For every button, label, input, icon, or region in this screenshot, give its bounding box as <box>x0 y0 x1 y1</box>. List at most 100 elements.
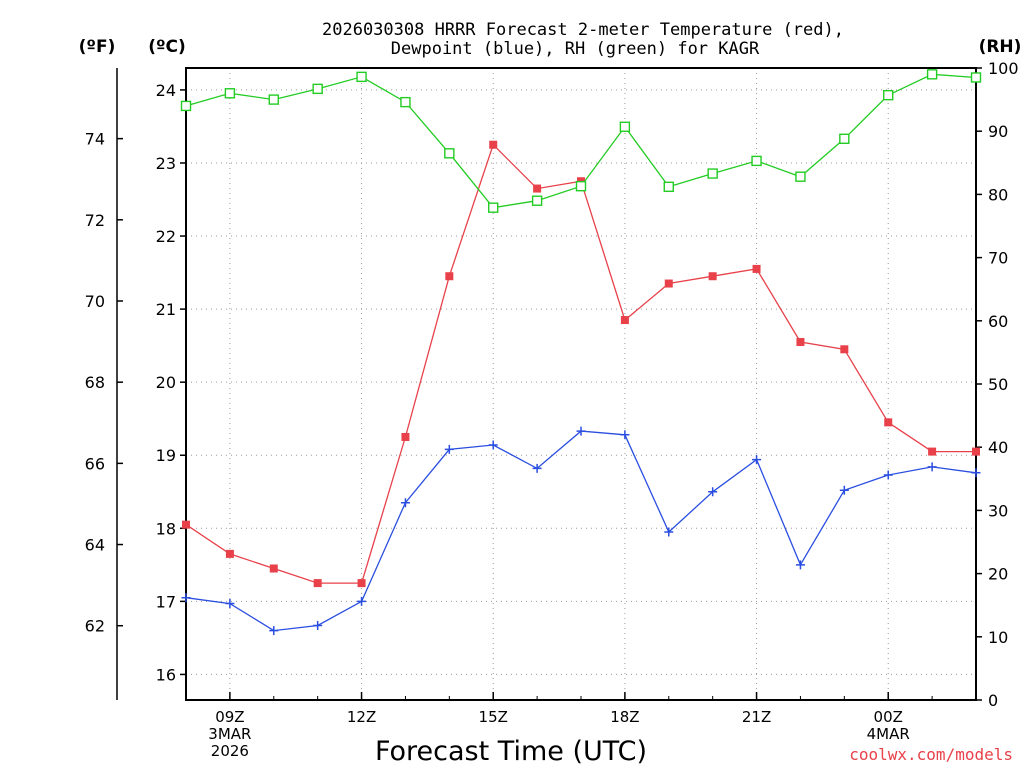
data-point-marker <box>884 418 893 427</box>
data-point-marker <box>664 527 674 537</box>
x-axis-label: Forecast Time (UTC) <box>375 736 647 767</box>
data-point-marker <box>971 468 981 478</box>
grid-lines <box>186 68 976 700</box>
series-2-meter-temperature <box>182 140 980 588</box>
data-point-marker <box>796 337 805 346</box>
data-point-marker <box>444 444 454 454</box>
fahrenheit-tick-label: 66 <box>85 454 105 473</box>
data-point-marker <box>400 96 411 108</box>
fahrenheit-tick-label: 74 <box>85 130 105 149</box>
celsius-tick-label: 19 <box>156 446 176 465</box>
data-point-marker <box>883 89 894 101</box>
x-tick-label: 3MAR <box>208 725 251 743</box>
data-series <box>180 69 982 636</box>
series-line <box>185 143 976 584</box>
data-point-marker <box>488 440 498 450</box>
series-line <box>185 430 977 632</box>
celsius-tick-label: 16 <box>156 665 176 684</box>
fahrenheit-tick-label: 68 <box>85 373 105 392</box>
data-point-marker <box>664 279 673 288</box>
rh-tick-label: 40 <box>988 438 1008 457</box>
data-point-marker <box>182 520 190 529</box>
rh-unit-label: (RH) <box>979 37 1022 57</box>
rh-tick-label: 90 <box>988 122 1008 141</box>
axes: 16 17 18 19 20 21 22 23 24 62 64 66 68 70 72 74 0 10 20 30 4… <box>85 59 1019 760</box>
data-point-marker <box>225 599 235 609</box>
rh-tick-label: 20 <box>988 565 1008 584</box>
x-tick-label: 21Z <box>742 708 771 726</box>
fahrenheit-tick-label: 70 <box>85 292 105 311</box>
x-tick-label: 2026 <box>211 742 249 760</box>
fahrenheit-tick-label: 62 <box>85 617 105 636</box>
data-point-marker <box>489 140 498 149</box>
data-point-marker <box>401 432 410 441</box>
source-credit: coolwx.com/models <box>849 745 1013 764</box>
rh-tick-label: 10 <box>988 628 1008 647</box>
data-point-marker <box>268 94 279 105</box>
rh-tick-label: 0 <box>988 691 998 710</box>
data-point-marker <box>444 148 455 159</box>
data-point-marker <box>795 560 805 570</box>
fahrenheit-tick-label: 64 <box>85 536 105 555</box>
rh-tick-label: 100 <box>988 59 1019 78</box>
data-point-marker <box>576 426 586 436</box>
x-tick-label: 15Z <box>479 708 508 726</box>
data-point-marker <box>224 88 236 99</box>
data-point-marker <box>488 202 499 213</box>
celsius-tick-label: 22 <box>156 227 176 246</box>
x-tick-label: 18Z <box>610 708 639 726</box>
x-tick-label: 00Z <box>874 708 903 726</box>
data-point-marker <box>620 430 630 440</box>
fahrenheit-unit-label: (ºF) <box>79 37 116 57</box>
data-point-marker <box>313 579 322 588</box>
x-tick-label: 4MAR <box>867 725 910 743</box>
rh-tick-label: 60 <box>988 312 1008 331</box>
data-point-marker <box>840 345 849 354</box>
chart-title-line-1: 2026030308 HRRR Forecast 2-meter Tempera… <box>322 20 844 40</box>
x-tick-label: 09Z <box>215 708 244 726</box>
rh-tick-label: 70 <box>988 249 1008 268</box>
data-point-marker <box>928 447 937 456</box>
celsius-unit-label: (ºC) <box>148 37 186 57</box>
x-tick-label: 12Z <box>347 708 376 726</box>
celsius-tick-label: 23 <box>156 154 176 173</box>
data-point-marker <box>972 447 980 456</box>
data-point-marker <box>180 100 192 112</box>
data-point-marker <box>707 168 718 179</box>
celsius-tick-label: 20 <box>156 373 176 392</box>
celsius-tick-label: 17 <box>156 592 176 611</box>
data-point-marker <box>708 487 718 497</box>
celsius-tick-label: 24 <box>156 81 176 100</box>
data-point-marker <box>751 155 762 167</box>
data-point-marker <box>312 83 323 95</box>
data-point-marker <box>532 463 542 473</box>
data-point-marker <box>752 264 761 273</box>
data-point-marker <box>663 181 674 193</box>
data-point-marker <box>620 316 629 325</box>
series-dewpoint <box>181 426 981 636</box>
data-point-marker <box>181 593 191 603</box>
chart-title-line-2: Dewpoint (blue), RH (green) for KAGR <box>391 39 760 59</box>
rh-tick-label: 30 <box>988 501 1008 520</box>
data-point-marker <box>575 180 587 192</box>
data-point-marker <box>356 71 367 83</box>
data-point-marker <box>531 195 543 206</box>
data-point-marker <box>708 272 717 281</box>
series-rh <box>180 69 982 213</box>
celsius-tick-label: 18 <box>156 519 176 538</box>
rh-tick-label: 50 <box>988 375 1008 394</box>
fahrenheit-tick-label: 72 <box>85 211 105 230</box>
data-point-marker <box>752 455 762 465</box>
data-point-marker <box>926 69 938 80</box>
data-point-marker <box>839 133 850 144</box>
data-point-marker <box>357 579 366 588</box>
data-point-marker <box>445 272 454 281</box>
data-point-marker <box>400 498 410 508</box>
data-point-marker <box>269 564 278 573</box>
data-point-marker <box>225 549 234 558</box>
data-point-marker <box>795 171 806 182</box>
data-point-marker <box>313 620 323 630</box>
data-point-marker <box>269 626 279 636</box>
celsius-tick-label: 21 <box>156 300 176 319</box>
